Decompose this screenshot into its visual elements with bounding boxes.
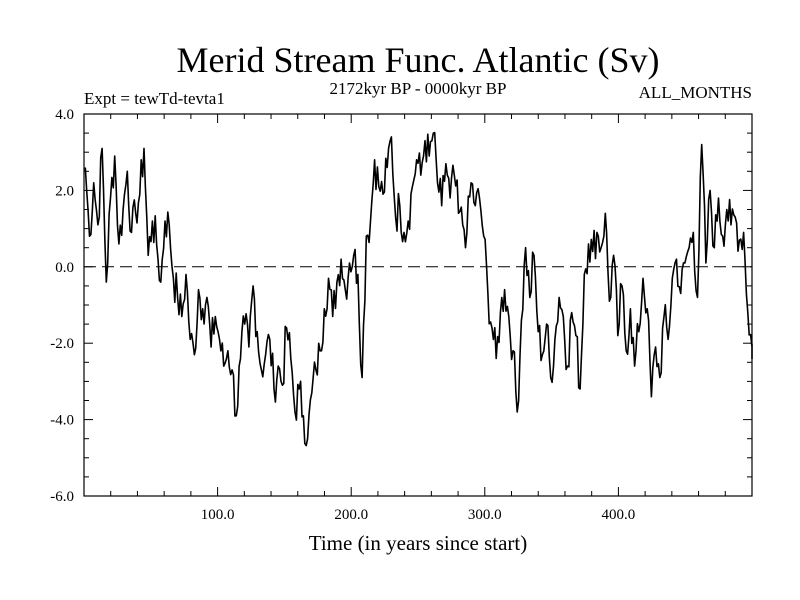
annotation-left: Expt = tewTd-tevta1 <box>84 89 225 108</box>
x-tick-label: 300.0 <box>468 507 502 523</box>
x-tick-label: 200.0 <box>334 507 368 523</box>
chart-subtitle: 2172kyr BP - 0000kyr BP <box>330 79 507 98</box>
annotation-right: ALL_MONTHS <box>639 83 752 102</box>
x-axis-label: Time (in years since start) <box>309 531 528 555</box>
x-tick-label: 100.0 <box>201 507 235 523</box>
y-tick-label: -2.0 <box>50 336 74 352</box>
minor-ticks <box>84 114 752 496</box>
y-tick-label: 0.0 <box>55 260 74 276</box>
chart-title: Merid Stream Func. Atlantic (Sv) <box>177 40 660 80</box>
plot-frame <box>83 113 753 497</box>
y-tick-label: 2.0 <box>55 183 74 199</box>
y-axis: 4.0 2.0 0.0 -2.0 -4.0 -6.0 <box>50 107 752 505</box>
plot-area: 4.0 2.0 0.0 -2.0 -4.0 -6.0 100.0 200.0 300.0 400… <box>50 107 753 523</box>
x-tick-label: 400.0 <box>602 507 636 523</box>
y-tick-label: -4.0 <box>50 413 74 429</box>
y-tick-label: -6.0 <box>50 489 74 505</box>
x-axis: 100.0 200.0 300.0 400.0 <box>201 114 636 523</box>
y-tick-label: 4.0 <box>55 107 74 123</box>
series-line <box>84 131 753 447</box>
